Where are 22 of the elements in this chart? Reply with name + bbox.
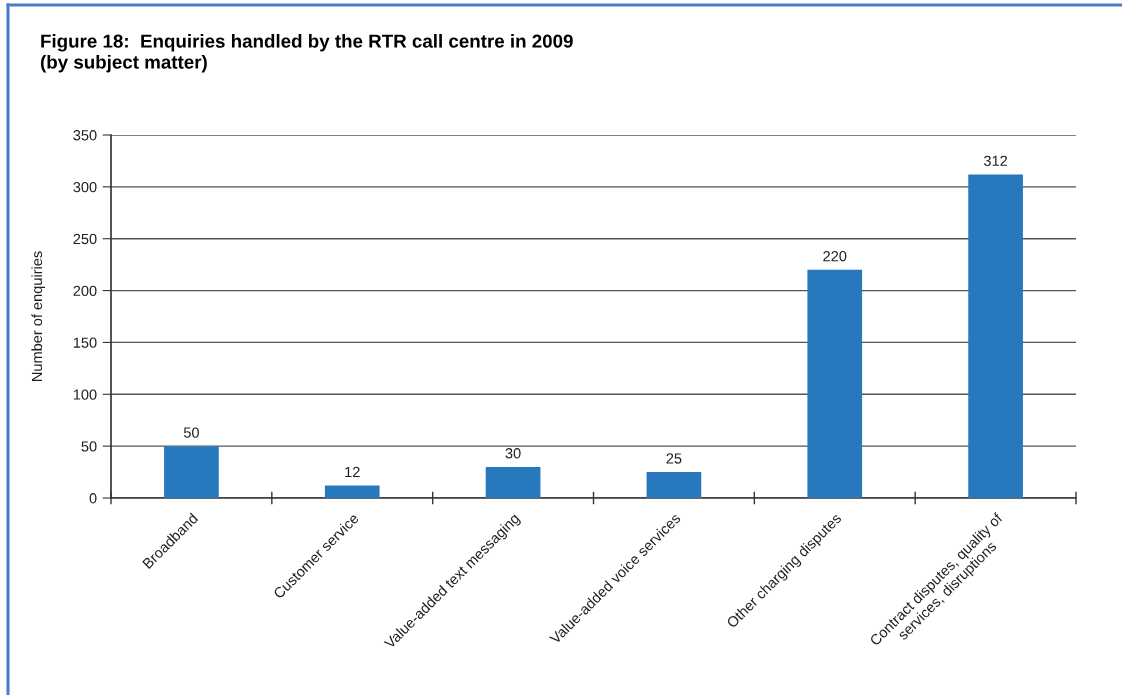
y-tick-label: 0	[89, 493, 97, 504]
bar	[968, 174, 1023, 498]
chart-title: Figure 18: Enquiries handled by the RTR call centre in 2009 (by subject matter)	[40, 34, 573, 73]
data-label: 50	[183, 427, 199, 438]
y-tick-label: 250	[73, 233, 97, 245]
data-label: 25	[666, 453, 682, 464]
bar	[485, 466, 541, 498]
data-label: 312	[983, 155, 1008, 166]
data-label: 30	[505, 448, 521, 459]
bar	[646, 472, 702, 498]
y-tick-label: 50	[81, 441, 97, 452]
bar	[324, 485, 380, 498]
bar	[164, 446, 219, 498]
y-axis-title: Number of enquiries	[31, 251, 45, 381]
data-label: 220	[823, 251, 847, 262]
bar	[807, 269, 863, 498]
data-label: 12	[345, 466, 360, 477]
y-tick-label: 100	[73, 389, 97, 400]
y-tick-label: 300	[73, 181, 97, 193]
y-tick-label: 350	[73, 130, 97, 141]
y-tick-label: 150	[73, 337, 97, 348]
y-tick-label: 200	[73, 285, 97, 296]
